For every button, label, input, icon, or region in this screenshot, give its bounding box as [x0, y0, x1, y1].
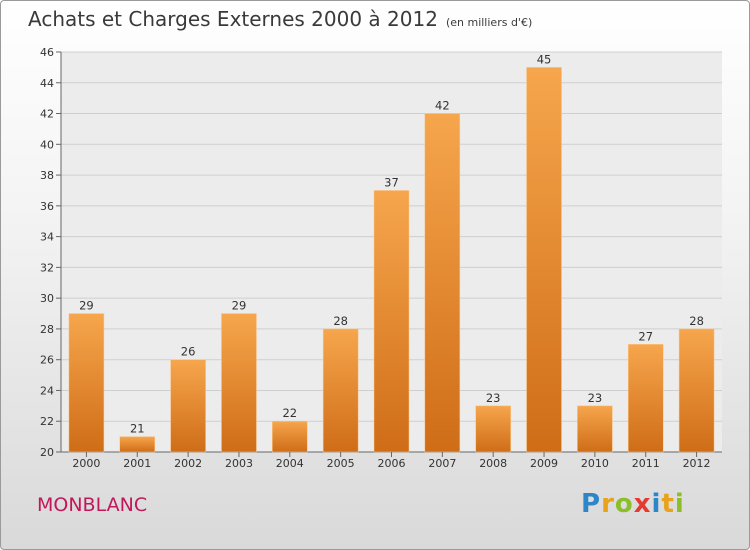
y-tick-label: 44: [40, 77, 54, 90]
y-tick-label: 32: [40, 261, 54, 274]
x-tick-label: 2010: [581, 457, 609, 470]
bar: [68, 313, 105, 453]
x-tick-label: 2012: [683, 457, 711, 470]
y-tick-label: 34: [40, 231, 54, 244]
x-tick-label: 2011: [632, 457, 660, 470]
x-tick-label: 2008: [479, 457, 507, 470]
bar: [526, 67, 562, 453]
chart-title: Achats et Charges Externes 2000 à 2012 (e…: [28, 7, 532, 31]
bar: [373, 190, 410, 453]
x-tick-label: 2001: [123, 457, 151, 470]
chart-title-text: Achats et Charges Externes 2000 à 2012: [28, 7, 438, 31]
y-tick-label: 20: [40, 446, 54, 459]
bar: [678, 328, 715, 453]
y-tick-label: 42: [40, 108, 54, 121]
x-tick-label: 2004: [276, 457, 304, 470]
bar-value-label: 29: [79, 299, 94, 313]
bar-value-label: 21: [130, 422, 145, 436]
bar-value-label: 28: [689, 314, 704, 328]
y-tick-label: 22: [40, 415, 54, 428]
y-tick-label: 30: [40, 292, 54, 305]
bar: [322, 328, 359, 453]
y-tick-label: 46: [40, 46, 54, 59]
y-tick-label: 38: [40, 169, 54, 182]
y-tick-label: 24: [40, 384, 54, 397]
x-tick-label: 2003: [225, 457, 253, 470]
y-tick-label: 26: [40, 354, 54, 367]
bar: [221, 313, 257, 453]
y-tick-label: 36: [40, 200, 54, 213]
bar: [119, 436, 156, 453]
bar: [424, 113, 461, 453]
x-tick-label: 2009: [530, 457, 558, 470]
bar: [627, 344, 664, 453]
chart-unit: (en milliers d'€): [445, 16, 533, 29]
city-name: MONBLANC: [37, 494, 148, 516]
bar-value-label: 29: [232, 299, 247, 313]
bar-value-label: 28: [333, 314, 348, 328]
bar-value-label: 37: [384, 175, 399, 189]
bar-value-label: 22: [282, 406, 297, 420]
x-tick-label: 2007: [428, 457, 456, 470]
bar-value-label: 27: [638, 329, 653, 343]
bar: [577, 405, 613, 453]
x-tick-label: 2000: [72, 457, 100, 470]
bar-value-label: 42: [435, 99, 450, 113]
bar: [475, 405, 511, 453]
x-tick-label: 2006: [378, 457, 406, 470]
x-tick-label: 2002: [174, 457, 202, 470]
bar-value-label: 23: [486, 391, 501, 405]
y-tick-label: 40: [40, 138, 54, 151]
bar-value-label: 23: [588, 391, 603, 405]
x-tick-label: 2005: [327, 457, 355, 470]
bar-value-label: 26: [181, 345, 196, 359]
bar: [272, 420, 308, 453]
y-tick-label: 28: [40, 323, 54, 336]
proxiti-logo: Proxiti: [581, 489, 685, 519]
bar-value-label: 45: [537, 52, 552, 66]
bar: [170, 359, 206, 453]
